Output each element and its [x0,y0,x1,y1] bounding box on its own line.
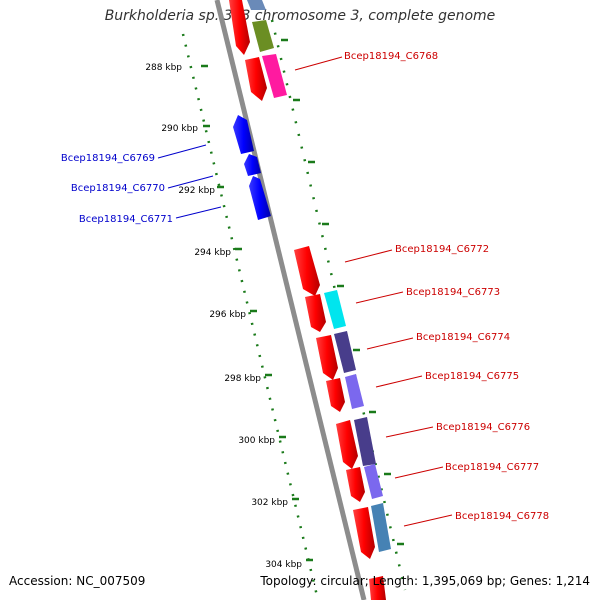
gene-label-plus: Bcep18194_C6772 [395,244,489,255]
gene-partial-top [229,0,274,55]
gene-label-minus: Bcep18194_C6771 [79,214,173,225]
gene-partial-bottom [369,576,386,600]
gene-arrow [326,378,345,412]
accession-text: Accession: NC_007509 [9,574,146,588]
gene-arrow [353,507,375,559]
scale-ticks: 288 kbp 290 kbp 292 kbp 294 kbp 296 kbp … [145,63,313,570]
scale-label: 296 kbp [209,310,246,320]
gene-arrow [346,467,365,502]
gene-block [262,54,287,98]
gene-label-plus: Bcep18194_C6774 [416,332,510,343]
plus-strand-genes [245,54,391,600]
gene-arrow [305,294,326,332]
plus-gene-labels: Bcep18194_C6768 Bcep18194_C6772 Bcep1819… [294,51,549,527]
gene-label-plus: Bcep18194_C6777 [445,462,539,473]
scale-label: 294 kbp [194,248,231,258]
gene-label-plus: Bcep18194_C6778 [455,511,549,522]
scale-label: 298 kbp [224,374,261,384]
gene-block [364,464,383,499]
gene-block [324,290,346,329]
scale-label: 300 kbp [238,436,275,446]
gene-arrow [249,176,271,220]
scale-label: 290 kbp [161,124,198,134]
gene-track-marks [281,38,404,546]
gene-label-plus: Bcep18194_C6775 [425,371,519,382]
minus-gene-labels: Bcep18194_C6769 Bcep18194_C6770 Bcep1819… [61,144,222,225]
gene-arrow [233,115,254,154]
gene-arrow [244,154,261,176]
gene-block [345,374,364,409]
gene-block [354,417,376,466]
gene-label-plus: Bcep18194_C6768 [344,51,438,62]
gene-block [371,503,391,552]
gene-label-plus: Bcep18194_C6776 [436,422,530,433]
scale-label: 304 kbp [265,560,302,570]
gene-label-minus: Bcep18194_C6769 [61,153,155,164]
scale-label: 302 kbp [251,498,288,508]
genome-backbone [214,0,367,600]
topology-text: Topology: circular; Length: 1,395,069 bp… [260,574,590,588]
gene-arrow [316,335,338,380]
minus-strand-genes [233,115,271,220]
gene-label-minus: Bcep18194_C6770 [71,183,165,194]
gene-label-plus: Bcep18194_C6773 [406,287,500,298]
gene-block [334,331,356,373]
map-title: Burkholderia sp. 383 chromosome 3, compl… [104,8,496,24]
gene-arrow [245,57,267,101]
scale-track [181,33,320,600]
scale-label: 288 kbp [145,63,182,73]
gene-arrow [336,420,358,469]
gene-arrow [294,246,320,296]
scale-label: 292 kbp [178,186,215,196]
